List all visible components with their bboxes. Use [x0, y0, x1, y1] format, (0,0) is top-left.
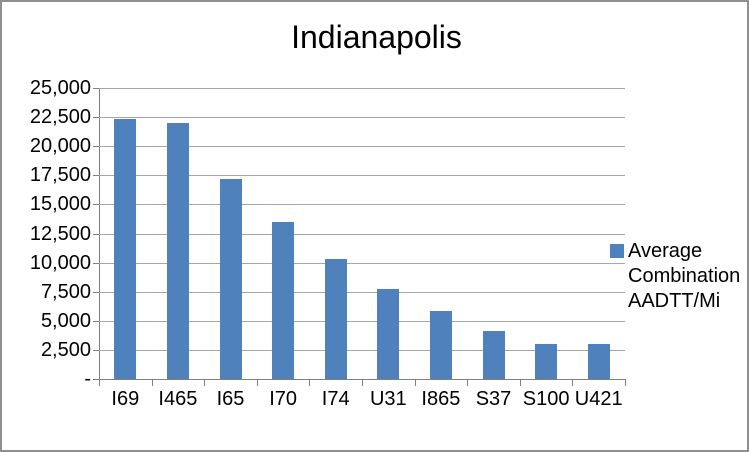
y-axis-tick-label: 22,500 [29, 106, 91, 129]
y-gridline [99, 88, 625, 89]
bar-i69 [114, 119, 137, 379]
y-axis-tick [93, 233, 99, 235]
legend: Average Combination AADTT/Mi [610, 239, 740, 314]
y-axis-tick [93, 349, 99, 351]
x-axis-label-i69: I69 [111, 388, 140, 410]
bar-u421 [587, 344, 610, 379]
y-gridline [99, 291, 625, 293]
y-axis-tick [93, 291, 99, 293]
x-axis-label-s37: S37 [475, 388, 512, 410]
y-axis-tick-label: 2,500 [40, 338, 91, 361]
y-axis-tick-label: 12,500 [29, 222, 91, 245]
x-axis-tick [467, 380, 469, 386]
x-axis-tick [572, 380, 574, 386]
x-axis-label-u421: U421 [574, 388, 623, 410]
x-axis-tick [256, 380, 258, 386]
y-axis-tick [93, 117, 99, 119]
x-axis-tick [625, 380, 626, 386]
chart-title: Indianapolis [291, 19, 462, 55]
x-axis-label-i65: I65 [216, 388, 245, 410]
y-axis-tick-label: 5,000 [40, 309, 91, 332]
y-axis-tick [93, 204, 99, 206]
x-axis-label-i70: I70 [269, 388, 297, 410]
x-axis-label-i865: I865 [421, 388, 461, 410]
y-axis-tick-label: 25,000 [29, 77, 91, 99]
y-axis-tick [93, 146, 99, 148]
bar-s100 [535, 344, 558, 379]
x-axis-label-u31: U31 [369, 388, 407, 410]
bar-i70 [272, 221, 295, 379]
x-axis-tick [519, 380, 521, 386]
legend-label-line-2: Combination [628, 265, 741, 287]
y-gridline [99, 146, 625, 148]
y-axis-tick [93, 320, 99, 322]
legend-label-line-1: Average [628, 240, 703, 262]
y-axis-tick [93, 175, 99, 177]
legend-label: Average Combination AADTT/Mi [628, 239, 740, 314]
x-axis-line [99, 379, 626, 380]
x-axis-label-s100: S100 [522, 388, 570, 410]
bar-i865 [429, 311, 452, 379]
x-axis-tick [362, 380, 363, 386]
y-gridline [99, 204, 625, 206]
y-axis-tick-label: 15,000 [29, 193, 91, 216]
y-gridline [99, 349, 625, 351]
y-axis-tick-label: 7,500 [40, 280, 91, 303]
bar-u31 [377, 289, 400, 379]
x-axis-label-i465: I465 [158, 388, 198, 410]
y-axis-tick [93, 262, 99, 264]
y-gridline [99, 233, 625, 235]
y-gridline [99, 175, 625, 177]
y-axis-tick [93, 88, 99, 89]
y-gridline [99, 262, 625, 264]
y-axis-tick-label: 20,000 [29, 135, 91, 158]
y-axis-tick [93, 379, 99, 380]
x-axis-tick [309, 380, 311, 386]
x-axis-tick [204, 380, 206, 386]
y-axis-tick-label: 17,500 [29, 164, 91, 187]
y-gridline [99, 117, 625, 119]
y-gridline [99, 320, 625, 322]
bar-i74 [324, 259, 347, 379]
y-axis-tick-label: - [84, 368, 91, 390]
x-axis-label-i74: I74 [321, 388, 350, 410]
x-axis-tick [151, 380, 153, 386]
bar-i465 [166, 122, 189, 379]
legend-marker-icon [610, 244, 624, 258]
x-axis-tick [99, 380, 100, 386]
y-axis-tick-label: 10,000 [29, 251, 91, 274]
x-axis-tick [414, 380, 416, 386]
bar-s37 [482, 331, 505, 379]
bar-i65 [219, 178, 242, 379]
legend-label-line-3: AADTT/Mi [628, 290, 721, 312]
